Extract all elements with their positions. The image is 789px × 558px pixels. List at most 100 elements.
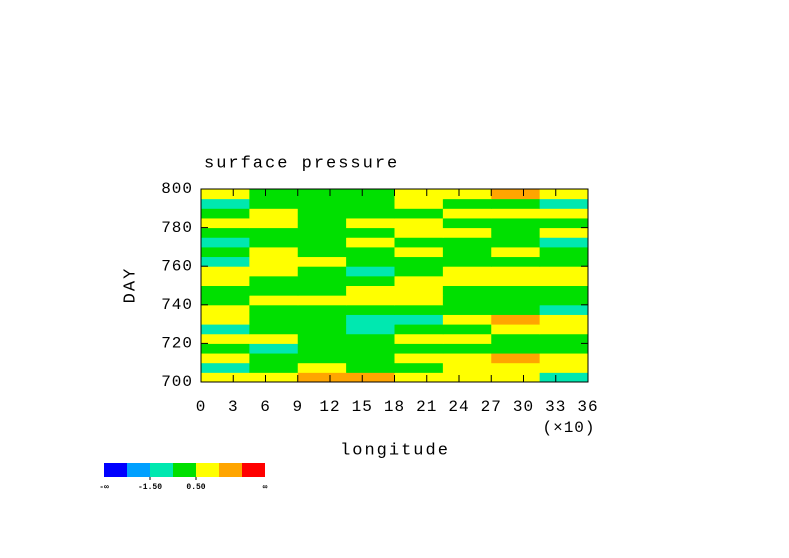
heatmap-cell [491,198,541,209]
heatmap-cell [201,372,250,383]
heatmap-cell [394,275,444,286]
heatmap-cell [539,314,589,325]
x-multiplier: (×10) [542,419,595,437]
colorbar-swatch [196,463,219,477]
heatmap-cell [346,304,395,315]
heatmap-cell [201,333,250,344]
heatmap-cell [201,285,250,296]
y-tick-label: 780 [161,219,193,237]
heatmap-cell [297,208,347,219]
x-tick-label: 15 [352,398,373,416]
x-tick-label: 27 [481,398,502,416]
heatmap-cell [442,217,492,229]
heatmap-cell [249,343,299,354]
heatmap-cell [297,372,347,383]
heatmap-cell [249,275,299,286]
heatmap-cell [346,343,395,354]
heatmap-cell [297,256,347,267]
x-tick-label: 3 [228,398,239,416]
heatmap-cell [442,324,492,335]
heatmap-cell [491,333,541,344]
heatmap-cell [539,256,589,267]
heatmap-cell [249,237,299,248]
heatmap-cell [346,333,395,344]
x-tick-label: 33 [545,398,566,416]
colorbar-swatch [219,463,242,477]
x-axis-label: longitude [340,441,450,460]
heatmap-cell [394,198,444,209]
heatmap-cell [491,353,541,364]
heatmap-cell [539,324,589,335]
heatmap-cell [201,314,250,325]
colorbar-label: -∞ [99,483,109,492]
heatmap-cell [201,275,250,286]
heatmap-cell [442,353,492,364]
heatmap-cell [491,295,541,306]
heatmap-cell [297,217,347,229]
heatmap-cell [442,237,492,248]
heatmap-cell [491,362,541,373]
heatmap-cell [297,314,347,325]
heatmap-cell [201,353,250,364]
heatmap-cell [442,246,492,258]
heatmap-cell [442,304,492,315]
heatmap-cell [491,324,541,335]
colorbar-swatch [127,463,150,477]
heatmap-cell [491,189,541,200]
heatmap-cell [201,343,250,354]
heatmap-cell [539,343,589,354]
heatmap-cell [201,266,250,277]
heatmap-cell [201,227,250,238]
heatmap-cell [394,314,444,325]
heatmap-cell [539,189,589,200]
heatmap-cell [491,314,541,325]
heatmap-cell [297,295,347,306]
heatmap-cell [249,285,299,296]
heatmap-cell [346,189,395,200]
colorbar-label: 0.50 [186,483,205,492]
heatmap-cell [539,208,589,219]
heatmap-cell [297,353,347,364]
heatmap-cell [346,208,395,219]
heatmap-cell [249,324,299,335]
heatmap-cell [539,304,589,315]
heatmap-cell [346,314,395,325]
heatmap-cell [539,353,589,364]
x-tick-label: 30 [513,398,534,416]
x-tick-label: 9 [292,398,303,416]
heatmap-cell [394,189,444,200]
heatmap-cell [297,198,347,209]
heatmap-cell [442,295,492,306]
heatmap-cell [442,343,492,354]
heatmap-cell [394,304,444,315]
heatmap-cell [297,343,347,354]
heatmap-cell [539,285,589,296]
heatmap-cell [346,362,395,373]
heatmap-cell [249,295,299,306]
colorbar-swatch [104,463,127,477]
heatmap-cell [249,314,299,325]
heatmap-cell [249,208,299,219]
heatmap-cell [201,362,250,373]
heatmap-cell [346,237,395,248]
y-tick-label: 700 [161,373,193,391]
heatmap-cell [539,227,589,238]
heatmap-cell [442,362,492,373]
heatmap-cell [201,246,250,258]
heatmap-cell [249,256,299,267]
heatmap-cell [346,324,395,335]
heatmap-cell [442,198,492,209]
heatmap-cell [491,227,541,238]
heatmap-cell [394,256,444,267]
heatmap-cell [346,256,395,267]
x-tick-label: 0 [196,398,207,416]
heatmap-cell [201,237,250,248]
y-tick-label: 720 [161,335,193,353]
heatmap-cell [346,246,395,258]
y-tick-label: 760 [161,257,193,275]
heatmap-cell [491,208,541,219]
heatmap-cell [539,246,589,258]
heatmap-cell [394,217,444,229]
heatmap-cell [249,266,299,277]
